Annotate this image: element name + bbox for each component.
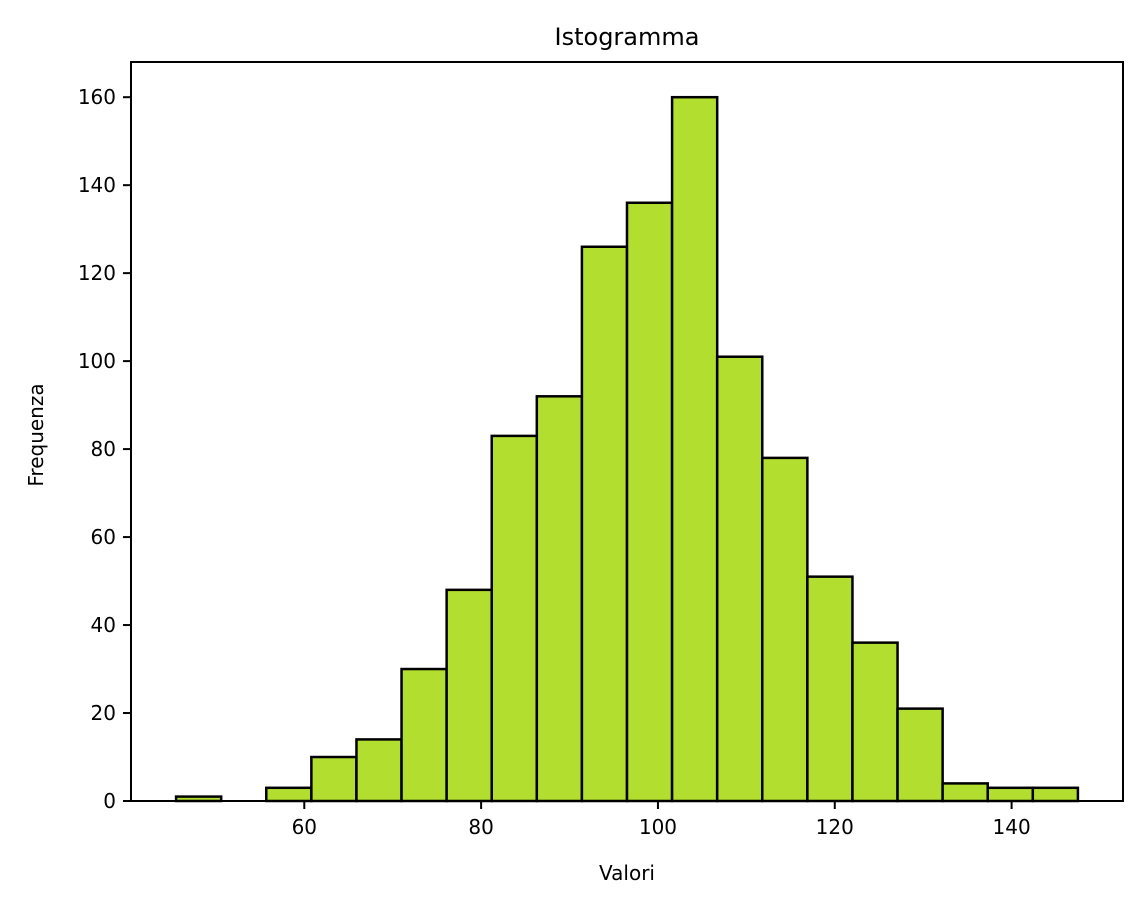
histogram-bar — [445, 588, 493, 803]
histogram-bar — [896, 707, 944, 803]
x-tick-label: 120 — [816, 815, 854, 839]
y-tick-label: 80 — [91, 437, 116, 461]
y-tick-label: 0 — [103, 789, 116, 813]
histogram-bar — [355, 738, 403, 803]
histogram-bar — [715, 355, 764, 803]
histogram-bar — [535, 395, 584, 803]
histogram-bar — [941, 782, 989, 803]
bars-layer — [174, 95, 1080, 803]
x-tick-label: 60 — [292, 815, 317, 839]
histogram-bar — [670, 95, 719, 803]
histogram-bar — [806, 575, 854, 803]
histogram-bar — [400, 667, 448, 803]
y-axis-title: Frequenza — [24, 383, 48, 486]
x-tick-label: 80 — [468, 815, 493, 839]
chart-title: Istogramma — [555, 23, 700, 51]
histogram-bar — [851, 641, 899, 803]
ticks-layer: 60 80 100 120 140 0 20 40 60 80 100 120 140 160 — [78, 85, 1031, 839]
x-tick-label: 100 — [639, 815, 677, 839]
y-tick-label: 140 — [78, 173, 116, 197]
histogram-bar — [625, 201, 674, 803]
y-tick-label: 20 — [91, 701, 116, 725]
axes-frame — [130, 61, 1124, 802]
y-tick-label: 160 — [78, 85, 116, 109]
x-axis-title: Valori — [599, 861, 655, 885]
y-tick-label: 60 — [91, 525, 116, 549]
y-tick-label: 120 — [78, 261, 116, 285]
histogram-bar — [986, 786, 1035, 803]
histogram-bar — [310, 755, 358, 803]
histogram-bar — [490, 434, 539, 803]
y-tick-label: 40 — [91, 613, 116, 637]
histogram-bar — [265, 786, 313, 803]
x-tick-label: 140 — [993, 815, 1031, 839]
histogram-bar — [761, 456, 809, 803]
y-tick-label: 100 — [78, 349, 116, 373]
histogram-bar — [580, 245, 629, 803]
axes-layer — [130, 61, 1124, 802]
histogram-bar — [1031, 786, 1080, 803]
